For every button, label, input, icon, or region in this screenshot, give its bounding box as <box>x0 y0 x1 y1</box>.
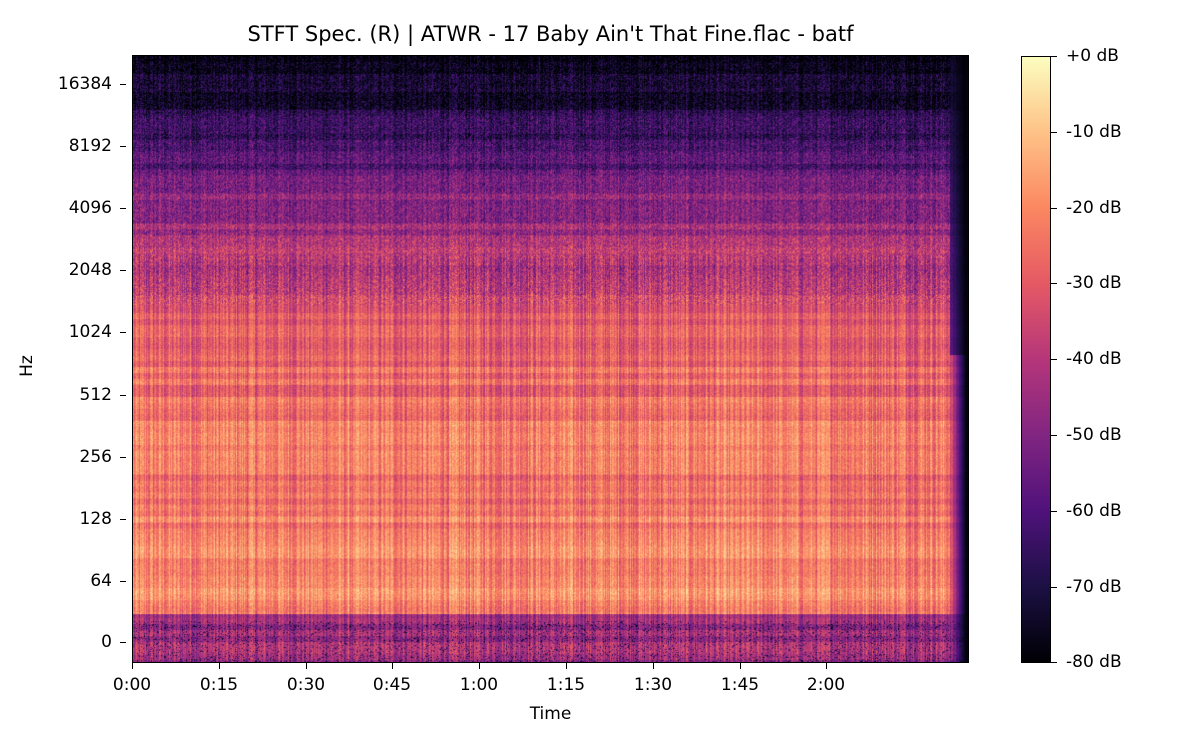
y-tick: 0 <box>0 632 126 652</box>
y-axis-label: Hz <box>16 355 37 377</box>
colorbar-tick: -30 dB <box>1051 273 1171 293</box>
colorbar-tick: -50 dB <box>1051 425 1171 445</box>
x-tick: 2:00 <box>786 663 866 703</box>
y-tick: 8192 <box>0 136 126 156</box>
colorbar-tick: -40 dB <box>1051 349 1171 369</box>
colorbar-tick: -20 dB <box>1051 198 1171 218</box>
y-tick: 512 <box>0 385 126 405</box>
spectrogram-image <box>133 56 968 662</box>
y-tick: 4096 <box>0 198 126 218</box>
y-tick: 128 <box>0 509 126 529</box>
chart-title: STFT Spec. (R) | ATWR - 17 Baby Ain't Th… <box>247 22 854 46</box>
x-axis-label: Time <box>529 704 572 724</box>
x-tick: 1:30 <box>613 663 693 703</box>
colorbar-tick: -70 dB <box>1051 577 1171 597</box>
y-tick: 64 <box>0 571 126 591</box>
colorbar-tick: -10 dB <box>1051 122 1171 142</box>
y-tick: 16384 <box>0 74 126 94</box>
y-tick: 256 <box>0 447 126 467</box>
colorbar-tick: -80 dB <box>1051 652 1171 672</box>
x-tick: 0:15 <box>179 663 259 703</box>
x-tick: 1:00 <box>439 663 519 703</box>
colorbar-tick: +0 dB <box>1051 46 1171 66</box>
x-tick: 0:00 <box>92 663 172 703</box>
y-tick: 1024 <box>0 322 126 342</box>
y-tick: 2048 <box>0 260 126 280</box>
x-tick: 1:15 <box>526 663 606 703</box>
colorbar-tick: -60 dB <box>1051 501 1171 521</box>
x-tick: 1:45 <box>700 663 780 703</box>
spectrogram-plot-area <box>132 55 969 663</box>
x-tick: 0:45 <box>352 663 432 703</box>
x-tick: 0:30 <box>266 663 346 703</box>
colorbar <box>1021 56 1051 663</box>
